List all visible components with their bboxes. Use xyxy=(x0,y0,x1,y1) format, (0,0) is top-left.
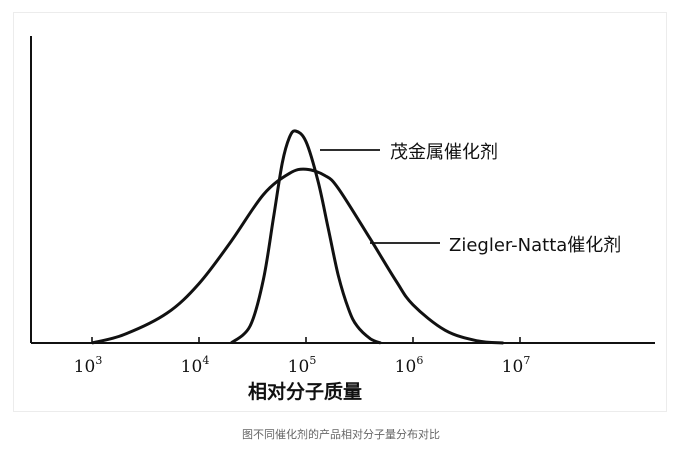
ziegler-natta-series-label: Ziegler-Natta催化剂 xyxy=(449,235,621,256)
series-group xyxy=(91,129,504,345)
x-tick-label: 107 xyxy=(502,354,531,377)
figure-caption: 图不同催化剂的产品相对分子量分布对比 xyxy=(242,428,440,441)
annotation-group: 茂金属催化剂 Ziegler-Natta催化剂 xyxy=(320,142,621,256)
x-tick-label: 103 xyxy=(74,354,103,377)
x-tick-label: 104 xyxy=(181,354,210,377)
x-tick-label: 106 xyxy=(395,354,424,377)
x-axis-label: 相对分子质量 xyxy=(248,380,362,403)
x-tick-group: 103 104 105 106 107 xyxy=(74,337,531,377)
chart-frame xyxy=(13,12,667,412)
metallocene-curve xyxy=(230,129,382,345)
x-tick-label: 105 xyxy=(288,354,317,377)
ziegler-natta-curve xyxy=(91,167,504,345)
metallocene-series-label: 茂金属催化剂 xyxy=(390,142,498,163)
